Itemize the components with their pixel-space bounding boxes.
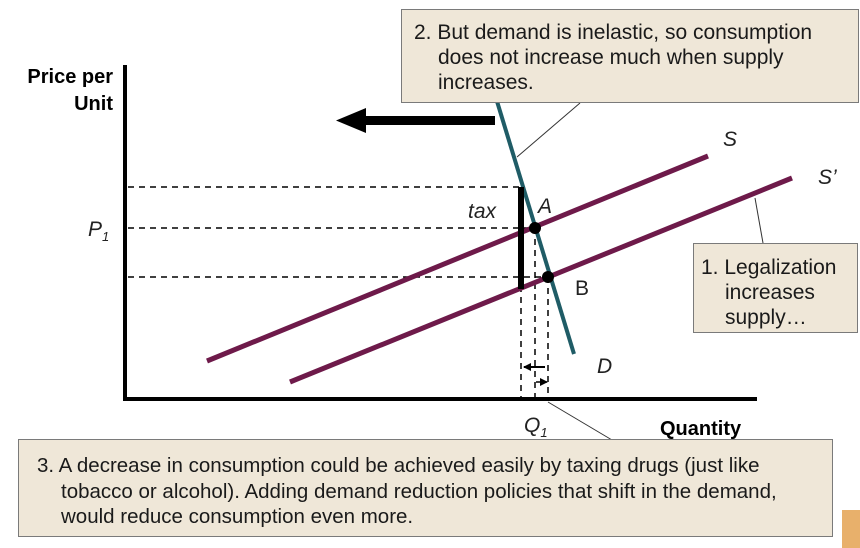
supply-curve-s-prime [289, 175, 793, 385]
price-p1-label: P1 [88, 218, 109, 244]
y-axis-label-line2: Unit [74, 93, 113, 115]
demand-inelastic-text: 2. But demand is inelastic, so consumpti… [414, 21, 813, 94]
legalization-callout: 1. Legalization increases supply… [693, 243, 858, 333]
demand-label: D [597, 355, 612, 378]
x-axis-label: Quantity [660, 418, 742, 440]
demand-leader-line [516, 102, 581, 158]
supply-label: S [723, 128, 737, 151]
legalization-text: 1. Legalization increases supply… [701, 256, 837, 329]
point-b-dot [542, 271, 554, 283]
tax-policy-callout: 3. A decrease in consumption could be ac… [18, 439, 833, 537]
point-a-dot [529, 222, 541, 234]
tax-label: tax [468, 200, 498, 223]
supply-curve-s [206, 153, 709, 364]
quantity-leader-line [547, 401, 613, 441]
quantity-q1-label: Q1 [524, 414, 548, 440]
point-b-label: B [575, 277, 589, 300]
supply-new-label: S’ [818, 166, 837, 189]
supply-leader-line [754, 197, 764, 244]
y-axis-label-line1: Price per [27, 66, 113, 88]
corner-accent-tab [842, 510, 860, 548]
left-arrow-icon [336, 108, 495, 133]
tax-policy-text: 3. A decrease in consumption could be ac… [37, 454, 777, 528]
point-a-label: A [536, 195, 552, 218]
demand-inelastic-callout: 2. But demand is inelastic, so consumpti… [401, 9, 859, 103]
